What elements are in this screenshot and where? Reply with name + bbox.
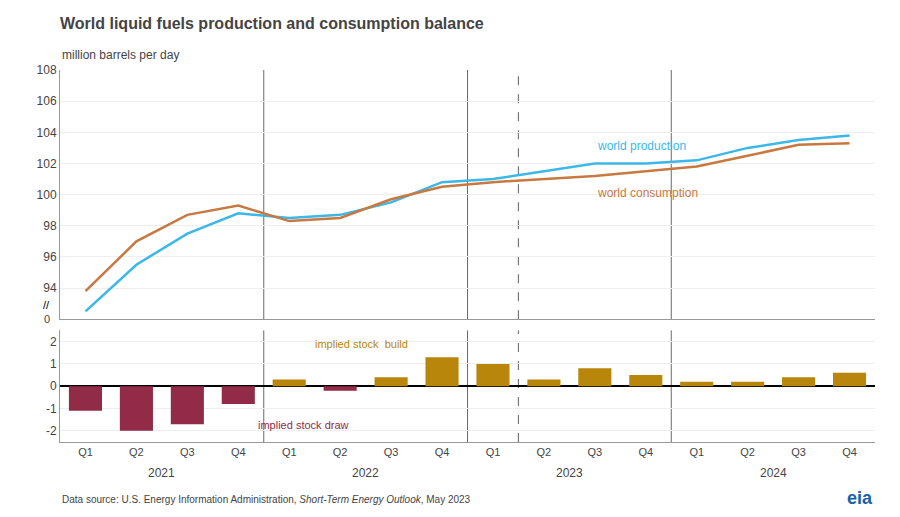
svg-text:2023: 2023 [556,466,583,480]
svg-text:implied stock build: implied stock build [315,338,408,350]
svg-text:Q1: Q1 [689,446,704,458]
svg-text:Q3: Q3 [791,446,806,458]
svg-text:0: 0 [44,313,50,325]
svg-text:104: 104 [37,126,57,140]
svg-text:implied stock draw: implied stock draw [258,419,349,431]
svg-text:Q3: Q3 [384,446,399,458]
svg-text:Q1: Q1 [282,446,297,458]
svg-text:1: 1 [50,357,57,371]
svg-text:102: 102 [37,157,57,171]
svg-text:Q1: Q1 [78,446,93,458]
svg-text:100: 100 [37,188,57,202]
svg-text:world production: world production [597,139,686,153]
svg-text:2: 2 [50,335,57,349]
svg-text:Q1: Q1 [486,446,501,458]
svg-text:Q2: Q2 [129,446,144,458]
svg-text:million barrels per day: million barrels per day [62,48,179,62]
svg-text:Q3: Q3 [180,446,195,458]
svg-text:Q3: Q3 [587,446,602,458]
svg-text:2024: 2024 [760,466,787,480]
svg-text:94: 94 [43,281,57,295]
svg-text:0: 0 [50,379,57,393]
svg-text:-2: -2 [46,424,57,438]
svg-text:Q4: Q4 [435,446,450,458]
svg-text:world consumption: world consumption [597,186,698,200]
svg-text:2022: 2022 [352,466,379,480]
svg-text:2021: 2021 [148,466,175,480]
svg-text://: // [43,299,50,311]
svg-text:Data source: U.S. Energy Infor: Data source: U.S. Energy Information Adm… [62,494,471,505]
svg-text:World liquid fuels production: World liquid fuels production and consum… [60,15,484,32]
svg-text:Q4: Q4 [638,446,653,458]
svg-text:98: 98 [43,219,57,233]
svg-text:Q2: Q2 [333,446,348,458]
svg-text:Q4: Q4 [842,446,857,458]
svg-text:106: 106 [37,94,57,108]
svg-text:Q2: Q2 [740,446,755,458]
svg-text:eia: eia [847,488,873,508]
svg-text:96: 96 [43,250,57,264]
svg-text:-1: -1 [46,402,57,416]
svg-text:108: 108 [37,63,57,77]
svg-text:Q4: Q4 [231,446,246,458]
svg-text:Q2: Q2 [537,446,552,458]
